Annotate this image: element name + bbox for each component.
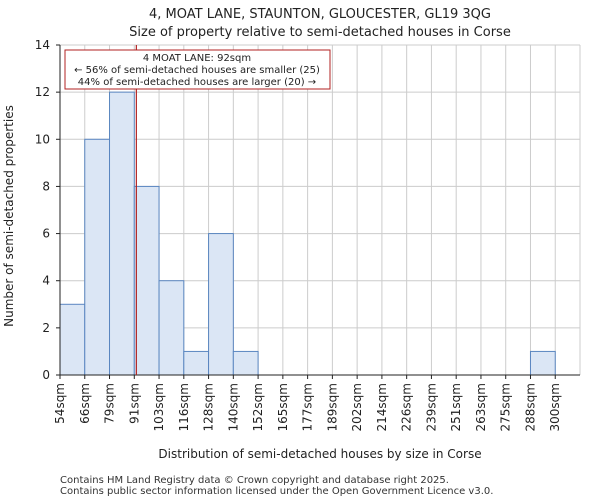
y-axis-label: Number of semi-detached properties — [2, 105, 16, 327]
y-tick-label: 14 — [35, 38, 50, 52]
histogram-bar — [183, 350, 210, 376]
annotation-line-larger: 44% of semi-detached houses are larger (… — [78, 77, 316, 88]
x-tick-label: 251sqm — [449, 383, 463, 431]
x-tick-label: 91sqm — [127, 383, 141, 424]
y-tick-label: 0 — [42, 368, 50, 382]
footer-line-2: Contains public sector information licen… — [60, 486, 493, 497]
x-tick-label: 128sqm — [202, 383, 216, 431]
y-tick-label: 4 — [42, 274, 50, 288]
x-tick-label: 300sqm — [548, 383, 562, 431]
x-axis-label: Distribution of semi-detached houses by … — [158, 447, 481, 461]
x-tick-label: 288sqm — [523, 383, 537, 431]
x-tick-label: 54sqm — [53, 383, 67, 424]
histogram-bar — [158, 280, 185, 376]
histogram-bar — [59, 303, 86, 376]
x-tick-label: 103sqm — [152, 383, 166, 431]
x-tick-label: 275sqm — [499, 383, 513, 431]
histogram-bar — [232, 350, 259, 376]
annotation-box: 4 MOAT LANE: 92sqm ← 56% of semi-detache… — [64, 49, 331, 90]
annotation-border — [64, 49, 331, 90]
x-tick-label: 66sqm — [78, 383, 92, 424]
chart-title: 4, MOAT LANE, STAUNTON, GLOUCESTER, GL19… — [149, 7, 491, 22]
x-tick-label: 152sqm — [251, 383, 265, 431]
histogram-bar — [529, 350, 556, 376]
y-tick-label: 12 — [35, 85, 50, 99]
footer-line-1: Contains HM Land Registry data © Crown c… — [60, 475, 449, 486]
x-tick-label: 140sqm — [226, 383, 240, 431]
annotation-line-smaller: ← 56% of semi-detached houses are smalle… — [74, 65, 320, 76]
histogram-bar — [84, 138, 111, 376]
x-tick-label: 226sqm — [400, 383, 414, 431]
y-tick-label: 2 — [42, 321, 50, 335]
chart-subtitle: Size of property relative to semi-detach… — [129, 25, 511, 40]
bars — [59, 91, 556, 376]
x-tick-label: 165sqm — [276, 383, 290, 431]
annotation-title: 4 MOAT LANE: 92sqm — [143, 53, 251, 64]
x-tick-label: 116sqm — [177, 383, 191, 431]
y-tick-label: 6 — [42, 227, 50, 241]
x-tick-label: 239sqm — [424, 383, 438, 431]
x-tick-label: 177sqm — [301, 383, 315, 431]
x-tick-label: 214sqm — [375, 383, 389, 431]
axes: 0 2 4 6 8 10 12 14 54sqm 66sqm 79sqm 91sqm 103sqm 116… — [35, 38, 580, 431]
x-tick-label: 189sqm — [325, 383, 339, 431]
x-tick-label: 263sqm — [474, 383, 488, 431]
histogram-bar — [133, 185, 160, 376]
y-tick-label: 10 — [35, 132, 50, 146]
x-tick-label: 79sqm — [103, 383, 117, 424]
x-tick-label: 202sqm — [350, 383, 364, 431]
histogram-bar — [208, 233, 234, 376]
histogram-bar — [109, 91, 135, 376]
y-tick-label: 8 — [42, 179, 50, 193]
